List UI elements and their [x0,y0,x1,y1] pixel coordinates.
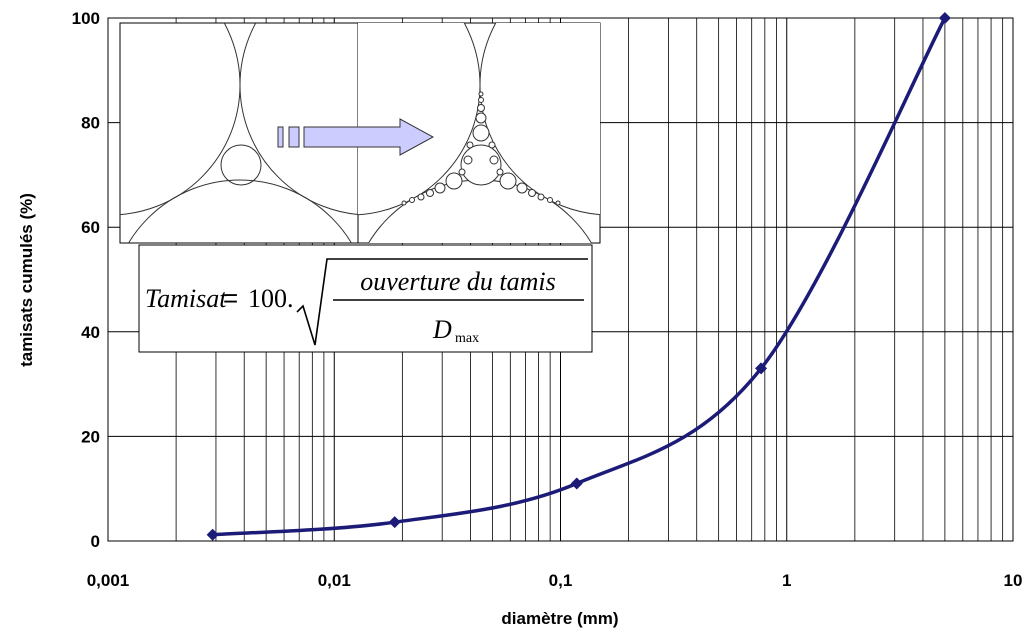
data-point [570,477,583,490]
data-point [388,516,401,529]
formula-coefficient: 100. [248,284,294,313]
y-tick-label: 0 [91,532,100,551]
formula-numerator: ouverture du tamis [360,267,555,296]
circles-left [120,23,358,243]
series-line [212,17,947,537]
formula-box: Tamisat = 100. ouverture du tamis D max [138,244,593,353]
x-tick-label: 0,1 [549,571,573,590]
inset-diagram [119,22,601,244]
y-tick-label: 40 [81,323,100,342]
plot-frame [107,17,1014,542]
formula-subscript: max [455,331,479,346]
axes: 0 20 40 60 80 100 0,001 0,01 0,1 1 10 [72,9,1023,590]
x-tick-label: 0,001 [87,571,130,590]
x-axis-label: diamètre (mm) [501,609,618,628]
formula-lhs: Tamisat [145,284,227,313]
plot [206,12,951,541]
y-axis-label: tamisats cumulés (%) [17,193,36,367]
data-point [938,12,951,24]
data-point [755,362,768,375]
formula-frame [138,244,593,353]
y-tick-label: 100 [72,9,100,28]
x-tick-label: 0,01 [318,571,351,590]
y-tick-label: 20 [81,427,100,446]
x-tick-label: 10 [1004,571,1023,590]
x-tick-label: 1 [782,571,791,590]
circles-right [358,23,600,243]
sqrt-sign [296,258,588,346]
formula-denominator: D [432,315,452,344]
arrow [277,118,435,156]
y-tick-label: 80 [81,114,100,133]
y-tick-label: 60 [81,218,100,237]
data-point [206,528,219,541]
formula-equals: = [223,283,238,313]
